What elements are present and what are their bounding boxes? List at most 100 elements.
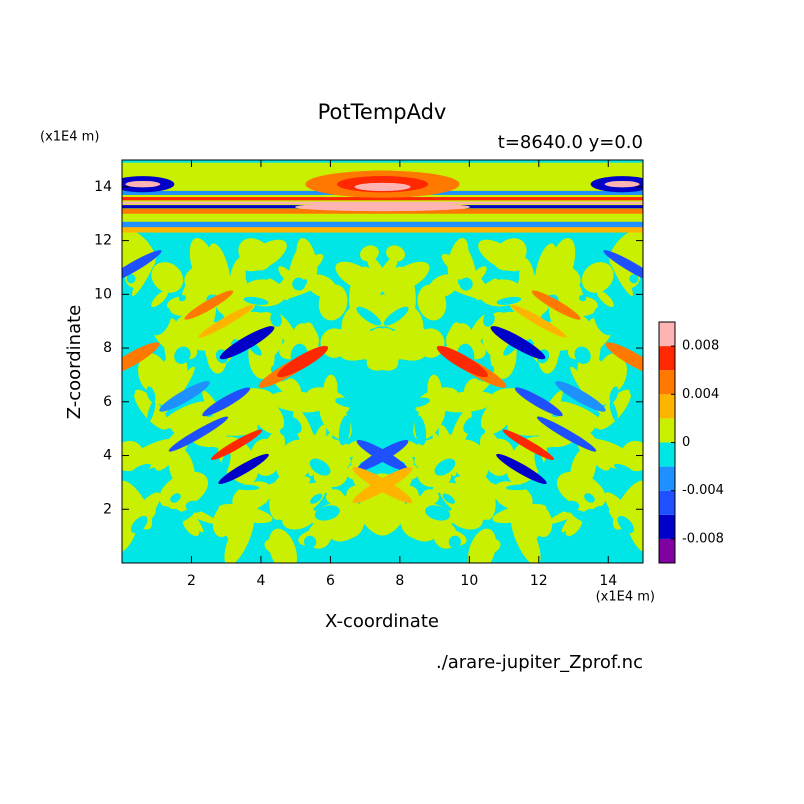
x-tick-label: 12 xyxy=(530,573,548,589)
contour-blob xyxy=(492,503,547,524)
contour-blob xyxy=(131,515,148,534)
y-tick-label: 2 xyxy=(103,501,112,517)
colorbar-tick-label: 0.004 xyxy=(682,387,719,402)
contour-blob xyxy=(603,250,643,285)
contour-blob xyxy=(285,416,302,434)
contour-blob xyxy=(555,381,606,412)
contour-blob xyxy=(441,253,489,294)
contour-blob xyxy=(403,538,419,554)
y-tick-label: 14 xyxy=(94,179,112,195)
contour-blob xyxy=(517,281,545,310)
contour-blob xyxy=(325,489,343,504)
contour-blob xyxy=(338,415,351,446)
contour-blob xyxy=(557,410,592,426)
contour-blob xyxy=(432,476,450,494)
colorbar-band xyxy=(659,322,675,347)
contour-blob xyxy=(182,517,200,537)
contour-blob xyxy=(220,281,248,310)
contour-blob xyxy=(243,296,269,305)
contour-blob xyxy=(150,306,172,336)
contour-blob xyxy=(314,505,340,521)
contour-blob xyxy=(125,180,161,188)
contour-blob xyxy=(531,290,581,320)
contour-blob xyxy=(604,180,640,188)
contour-blob xyxy=(185,500,204,513)
contour-blob xyxy=(220,451,231,476)
y-tick-label: 4 xyxy=(103,448,112,464)
field-band xyxy=(122,160,643,163)
x-tick-label: 4 xyxy=(256,573,265,589)
contour-blob xyxy=(422,489,440,504)
contour-blob xyxy=(126,274,136,284)
contour-blob xyxy=(386,245,405,262)
x-tick-label: 2 xyxy=(187,573,196,589)
contour-blob xyxy=(477,428,486,436)
contour-blob xyxy=(365,380,373,402)
contour-blob xyxy=(625,493,643,554)
contour-blob xyxy=(425,505,451,521)
contour-blob xyxy=(448,506,483,530)
colorbar-band xyxy=(659,346,675,371)
contour-blob xyxy=(335,397,359,408)
chart-subtitle: t=8640.0 y=0.0 xyxy=(498,132,643,153)
contour-blob xyxy=(629,388,640,395)
contour-blob xyxy=(184,290,234,320)
contour-blob xyxy=(483,312,495,327)
contour-blob xyxy=(434,458,456,476)
x-tick-label: 8 xyxy=(395,573,404,589)
contour-blob xyxy=(331,327,383,360)
contour-blob xyxy=(273,281,322,301)
contour-blob xyxy=(234,484,260,491)
contour-blob xyxy=(547,264,581,291)
colorbar-band xyxy=(659,370,675,395)
field-band xyxy=(122,208,643,214)
contour-blob xyxy=(639,399,643,419)
contour-blob xyxy=(502,429,555,461)
y-unit: (x1E4 m) xyxy=(40,130,99,145)
contour-blob xyxy=(168,416,229,452)
contour-blob xyxy=(436,345,488,378)
contour-blob xyxy=(151,262,184,293)
contour-blob xyxy=(578,295,587,302)
contour-blob xyxy=(346,538,362,554)
contour-blob xyxy=(221,508,246,547)
contour-blob xyxy=(198,304,254,338)
contour-blob xyxy=(463,378,481,401)
contour-blob xyxy=(170,509,195,524)
colorbar-band xyxy=(659,490,675,515)
contour-blob xyxy=(219,326,275,360)
y-axis-label: Z-coordinate xyxy=(64,305,85,420)
contour-blob xyxy=(629,274,639,284)
contour-blob xyxy=(161,505,176,525)
contour-blob xyxy=(269,391,328,413)
contour-blob xyxy=(270,312,282,327)
field-band xyxy=(122,221,643,228)
contour-blob xyxy=(151,290,169,308)
contour-blob xyxy=(478,239,522,272)
contour-blob xyxy=(593,306,615,336)
contour-blob xyxy=(352,403,364,416)
y-tick-label: 10 xyxy=(94,286,112,302)
contour-blob xyxy=(454,476,509,499)
contour-blob xyxy=(323,374,338,406)
contour-blob xyxy=(276,253,324,294)
contour-blob xyxy=(581,262,614,293)
contour-blob xyxy=(406,397,430,408)
contour-blob xyxy=(459,277,473,291)
contour-blob xyxy=(584,493,595,503)
chart-title: PotTempAdv xyxy=(318,100,447,124)
x-tick-label: 10 xyxy=(460,573,478,589)
contour-blob xyxy=(147,401,156,422)
contour-blob xyxy=(561,500,580,513)
contour-blob xyxy=(617,515,634,534)
contour-blob xyxy=(605,342,643,376)
contour-blob xyxy=(443,281,492,301)
colorbar-band xyxy=(659,514,675,539)
contour-blob xyxy=(202,387,251,417)
contour-blob xyxy=(178,295,187,302)
contour-blob xyxy=(371,497,407,536)
colorbar-band xyxy=(659,466,675,491)
contour-blob xyxy=(159,381,210,412)
contour-blob xyxy=(442,493,455,504)
colorbar-tick-label: -0.004 xyxy=(682,483,724,498)
